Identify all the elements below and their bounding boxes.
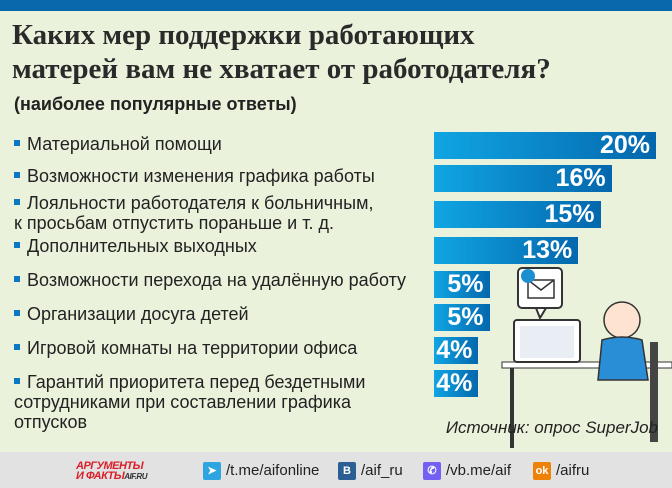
title-line-1: Каких мер поддержки работающих <box>12 19 475 51</box>
bullet-icon <box>14 199 20 206</box>
category-label: Материальной помощи <box>14 134 424 154</box>
value-label: 20% <box>599 131 650 159</box>
category-text: Возможности перехода на удалённую работу <box>27 270 407 290</box>
value-label: 5% <box>447 303 484 331</box>
category-label-line: Лояльности работодателя к больничным, <box>14 193 424 213</box>
value-label: 15% <box>544 200 595 228</box>
link-text: /t.me/aifonline <box>226 462 320 479</box>
title-line-2: матерей вам не хватает от работодателя? <box>12 53 551 85</box>
category-label: Игровой комнаты на территории офиса <box>14 338 424 358</box>
vk-icon: B <box>338 462 356 480</box>
category-label-line: Возможности изменения графика работы <box>14 166 424 186</box>
value-label: 13% <box>522 236 573 264</box>
link-text: /aifru <box>556 462 590 479</box>
category-text: Игровой комнаты на территории офиса <box>27 338 358 358</box>
category-label: Возможности изменения графика работы <box>14 166 424 186</box>
category-label-line: Гарантий приоритета перед бездетными <box>14 372 424 392</box>
category-text: Материальной помощи <box>27 134 222 154</box>
odnoklassniki-link[interactable]: ok/aifru <box>533 462 589 480</box>
category-label-line: сотрудниками при составлении графика <box>14 392 352 412</box>
bar: 5% <box>434 271 490 298</box>
bar: 13% <box>434 236 579 264</box>
bar: 16% <box>434 165 612 192</box>
telegram-link[interactable]: ➤ /t.me/aifonline <box>203 462 319 480</box>
top-band <box>0 0 672 11</box>
value-label: 5% <box>447 270 484 298</box>
value-label: 4% <box>436 336 473 364</box>
chart-title: Каких мер поддержки работающих матерей в… <box>12 18 672 86</box>
aif-logo[interactable]: АРГУМЕНТЫ И ФАКТЫAIF.RU <box>76 461 147 482</box>
viber-icon: ✆ <box>423 462 441 480</box>
telegram-icon: ➤ <box>203 462 221 480</box>
bar: 15% <box>434 201 601 228</box>
bullet-icon <box>14 344 20 351</box>
bar: 5% <box>434 304 490 331</box>
category-label-line: Возможности перехода на удалённую работу <box>14 270 424 290</box>
category-text: Гарантий приоритета перед бездетными <box>27 372 366 392</box>
category-label: Возможности перехода на удалённую работу <box>14 270 424 290</box>
mother-baby-laptop-illustration <box>501 267 672 448</box>
bullet-icon <box>14 172 20 179</box>
footer: АРГУМЕНТЫ И ФАКТЫAIF.RU ➤ /t.me/aifonline… <box>0 452 672 488</box>
category-label-line: Игровой комнаты на территории офиса <box>14 338 424 358</box>
category-label-line: Дополнительных выходных <box>14 236 424 256</box>
value-label: 4% <box>436 369 473 397</box>
bar: 20% <box>434 132 656 159</box>
bullet-icon <box>14 242 20 249</box>
logo-line-2: И ФАКТЫ <box>76 470 125 482</box>
chart-subtitle: (наиболее популярные ответы) <box>14 94 297 114</box>
bullet-icon <box>14 140 20 147</box>
bar: 4% <box>434 369 479 397</box>
category-label-line: Организации досуга детей <box>14 304 424 324</box>
category-text: Организации досуга детей <box>27 304 249 324</box>
category-text: Дополнительных выходных <box>27 236 257 256</box>
logo-line-1: АРГУМЕНТЫ <box>76 460 144 472</box>
category-label: Дополнительных выходных <box>14 236 424 256</box>
bar: 4% <box>434 336 479 364</box>
link-text: /vb.me/aif <box>446 462 512 479</box>
bullet-icon <box>14 378 20 385</box>
category-text: Возможности изменения графика работы <box>27 166 375 186</box>
category-label: Гарантий приоритета перед бездетными сотр… <box>14 372 424 432</box>
odnoklassniki-icon: ok <box>533 462 551 480</box>
category-label: Лояльности работодателя к больничным, к п… <box>14 193 424 233</box>
logo-domain: AIF.RU <box>124 472 147 481</box>
category-label: Организации досуга детей <box>14 304 424 324</box>
category-text: Лояльности работодателя к больничным, <box>27 193 374 213</box>
category-label-line: отпусков <box>14 412 88 432</box>
source-note: Источник: опрос SuperJob <box>445 418 658 437</box>
bullet-icon <box>14 276 20 283</box>
value-label: 16% <box>555 164 606 192</box>
bullet-icon <box>14 310 20 317</box>
viber-link[interactable]: ✆ /vb.me/aif <box>423 462 511 480</box>
link-text: /aif_ru <box>361 462 403 479</box>
category-label-line: к просьбам отпустить пораньше и т. д. <box>14 213 334 233</box>
category-label-line: Материальной помощи <box>14 134 424 154</box>
vk-link[interactable]: B/aif_ru <box>338 462 403 480</box>
